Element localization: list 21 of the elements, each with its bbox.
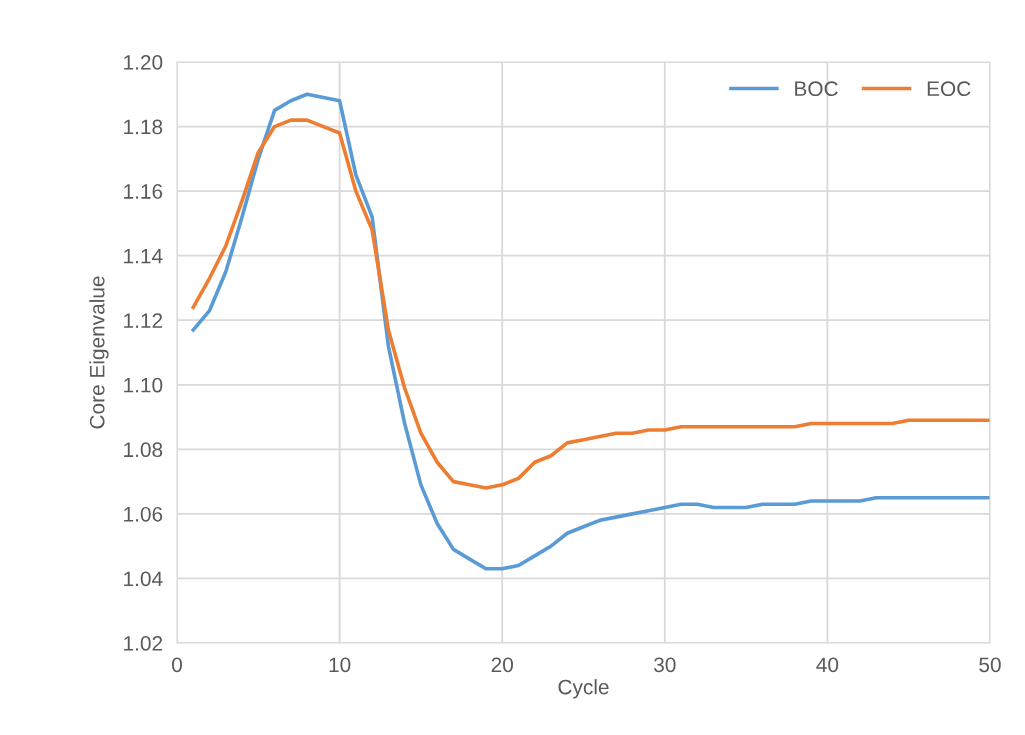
x-axis-title: Cycle [558,679,609,699]
y-axis-title: Core Eigenvalue [89,276,109,429]
line-series [191,118,990,490]
y-tick-label: 1.18 [124,119,163,135]
y-tick-label: 1.04 [124,571,163,587]
y-tick-label: 1.02 [124,636,163,651]
y-tick-label: 1.16 [124,184,163,199]
y-tick-label: 1.10 [124,377,163,393]
x-tick-label: 20 [491,657,513,673]
y-tick-label: 1.12 [124,313,163,328]
y-tick-label: 1.06 [124,506,163,522]
x-tick-label: 0 [172,657,182,673]
legend-label: EOC [927,81,971,97]
y-tick-label: 1.20 [124,55,163,70]
y-tick-label: 1.08 [124,442,163,458]
x-tick-label: 50 [979,657,1001,673]
x-tick-label: 40 [816,657,839,673]
legend-label: BOC [795,81,838,97]
y-tick-label: 1.14 [124,248,163,264]
x-tick-label: 10 [329,657,351,673]
x-tick-label: 30 [654,657,676,673]
